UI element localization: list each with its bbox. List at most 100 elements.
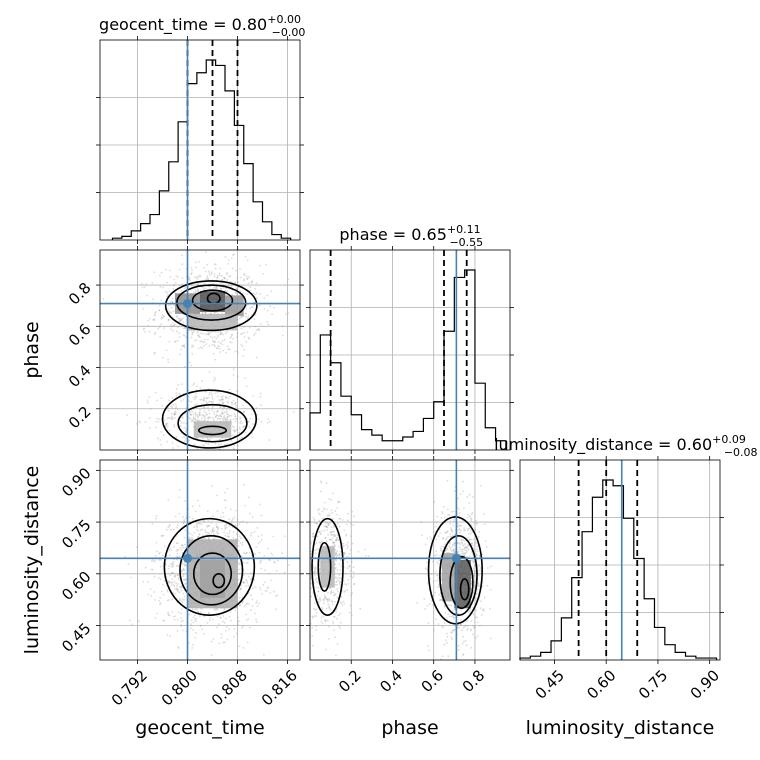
scatter-point bbox=[441, 625, 444, 628]
scatter-point bbox=[245, 603, 248, 606]
scatter-point bbox=[151, 281, 154, 284]
contour-level-0 bbox=[459, 578, 470, 601]
scatter-point bbox=[343, 552, 345, 555]
y-tick-label-phase: 0.4 bbox=[65, 361, 95, 391]
scatter-point bbox=[217, 274, 219, 277]
scatter-point bbox=[238, 604, 241, 607]
scatter-point bbox=[477, 585, 480, 588]
density-cell bbox=[225, 295, 244, 316]
scatter-point bbox=[182, 592, 185, 595]
scatter-point bbox=[175, 550, 178, 552]
scatter-point bbox=[258, 540, 261, 543]
scatter-point bbox=[352, 566, 355, 569]
scatter-point bbox=[164, 425, 167, 428]
scatter-point bbox=[176, 276, 179, 278]
scatter-point bbox=[335, 559, 338, 562]
density-cell bbox=[320, 546, 335, 588]
frame-hist-phase bbox=[309, 249, 511, 451]
scatter-point bbox=[259, 562, 261, 565]
scatter-point bbox=[190, 413, 192, 416]
scatter-point bbox=[443, 606, 446, 609]
scatter-point bbox=[248, 626, 251, 629]
scatter-point bbox=[326, 528, 329, 531]
scatter-point bbox=[208, 393, 211, 396]
scatter-point bbox=[197, 275, 200, 278]
scatter-point bbox=[223, 406, 225, 409]
scatter-point bbox=[254, 612, 256, 615]
scatter-point bbox=[167, 358, 169, 361]
scatter-point bbox=[179, 420, 182, 422]
scatter-point bbox=[195, 528, 198, 531]
scatter-point bbox=[142, 307, 145, 310]
scatter-point bbox=[235, 417, 237, 420]
panel-geocent_time-luminosity_distance bbox=[100, 460, 300, 660]
scatter-point bbox=[341, 604, 344, 607]
scatter-point bbox=[334, 552, 337, 555]
scatter-point bbox=[335, 539, 338, 542]
scatter-point bbox=[338, 500, 341, 503]
scatter-point bbox=[320, 481, 323, 484]
scatter-point bbox=[175, 587, 178, 590]
scatter-point bbox=[237, 621, 240, 624]
scatter-point bbox=[464, 552, 466, 555]
scatter-point bbox=[320, 620, 323, 623]
scatter-point bbox=[244, 552, 246, 555]
scatter-point bbox=[463, 527, 465, 530]
scatter-point bbox=[434, 591, 437, 594]
scatter-point bbox=[329, 538, 331, 541]
scatter-point bbox=[458, 542, 461, 544]
x-tick-label-geocent_time: 0.808 bbox=[208, 666, 251, 709]
scatter-point bbox=[221, 408, 224, 411]
scatter-point bbox=[468, 502, 471, 504]
scatter-point bbox=[206, 338, 209, 341]
scatter-point bbox=[197, 415, 199, 418]
scatter-point bbox=[172, 325, 175, 328]
scatter-point bbox=[235, 269, 237, 272]
scatter-point bbox=[447, 655, 450, 658]
scatter-point bbox=[176, 388, 178, 390]
y-tick-label-luminosity_distance: 0.75 bbox=[58, 516, 94, 552]
scatter-point bbox=[467, 513, 470, 516]
scatter-point bbox=[243, 278, 246, 281]
scatter-point bbox=[452, 543, 455, 545]
scatter-point bbox=[335, 581, 338, 583]
scatter-point bbox=[260, 404, 262, 407]
scatter-point bbox=[198, 412, 201, 415]
scatter-point bbox=[192, 621, 195, 624]
scatter-point bbox=[195, 396, 197, 399]
scatter-point bbox=[224, 526, 227, 529]
scatter-point bbox=[191, 333, 194, 336]
scatter-point bbox=[269, 591, 272, 594]
scatter-point bbox=[336, 590, 339, 593]
scatter-point bbox=[481, 614, 483, 616]
scatter-point bbox=[204, 270, 207, 273]
scatter-point bbox=[249, 286, 252, 289]
scatter-point bbox=[157, 576, 160, 579]
scatter-point bbox=[333, 629, 335, 632]
scatter-point bbox=[318, 520, 321, 523]
scatter-point bbox=[449, 533, 452, 536]
scatter-point bbox=[453, 629, 455, 632]
scatter-point bbox=[174, 407, 177, 410]
scatter-point bbox=[190, 266, 193, 269]
scatter-point bbox=[473, 559, 476, 562]
scatter-point bbox=[221, 395, 224, 398]
scatter-point bbox=[180, 625, 183, 628]
scatter-point bbox=[334, 583, 337, 586]
scatter-point bbox=[195, 339, 198, 341]
scatter-point bbox=[204, 287, 207, 290]
scatter-point bbox=[331, 537, 334, 540]
scatter-point bbox=[489, 565, 492, 568]
scatter-point bbox=[331, 530, 334, 533]
scatter-point bbox=[196, 526, 199, 528]
scatter-point bbox=[250, 305, 253, 308]
scatter-point bbox=[287, 312, 290, 314]
scatter-point bbox=[196, 437, 199, 440]
scatter-point bbox=[223, 407, 226, 410]
scatter-point bbox=[438, 559, 440, 562]
scatter-point bbox=[277, 559, 279, 562]
scatter-point bbox=[330, 600, 333, 602]
scatter-point bbox=[200, 523, 203, 526]
scatter-point bbox=[161, 590, 163, 593]
